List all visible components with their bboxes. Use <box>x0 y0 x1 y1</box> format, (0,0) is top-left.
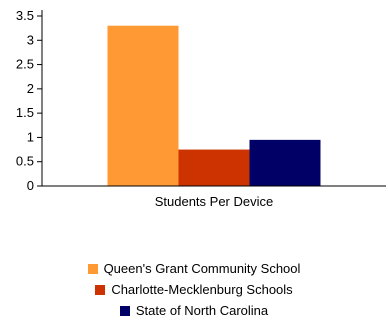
y-tick-label: 3 <box>27 32 34 47</box>
legend-swatch <box>119 305 130 316</box>
x-axis: Students Per Device <box>42 185 386 209</box>
legend-label: Queen's Grant Community School <box>103 261 301 276</box>
bar-series-0 <box>107 25 179 187</box>
bar-series-2 <box>249 139 321 186</box>
bar-chart: 0 0.5 1 1.5 2 2.5 3 3.5 Students Per Device <box>16 8 386 209</box>
y-axis: 0 0.5 1 1.5 2 2.5 3 3.5 <box>16 8 43 193</box>
y-tick-label: 3.5 <box>16 8 34 23</box>
y-tick-label: 1.5 <box>16 105 34 120</box>
y-tick-label: 2.5 <box>16 57 34 72</box>
legend-item-2: State of North Carolina <box>119 300 269 321</box>
legend-swatch <box>87 263 98 274</box>
bars-group <box>107 25 321 187</box>
x-category-label: Students Per Device <box>155 194 274 209</box>
legend-swatch <box>95 284 106 295</box>
y-tick-label: 2 <box>27 81 34 96</box>
y-tick-label: 0.5 <box>16 154 34 169</box>
legend-item-0: Queen's Grant Community School <box>87 258 301 279</box>
legend-label: Charlotte-Mecklenburg Schools <box>111 282 293 297</box>
legend-item-1: Charlotte-Mecklenburg Schools <box>95 279 293 300</box>
y-tick-label: 0 <box>27 178 34 193</box>
legend-label: State of North Carolina <box>135 303 269 318</box>
bar-series-1 <box>178 149 250 186</box>
y-tick-label: 1 <box>27 129 34 144</box>
chart-legend: Queen's Grant Community School Charlotte-… <box>0 258 388 321</box>
